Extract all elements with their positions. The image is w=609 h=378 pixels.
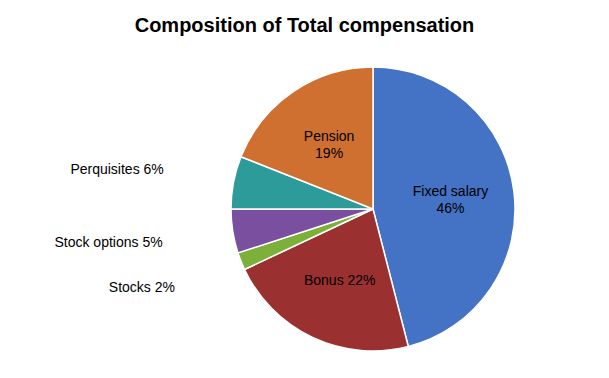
svg-text:Pension19%: Pension19% <box>304 128 355 161</box>
svg-text:Fixed salary46%: Fixed salary46% <box>413 183 488 216</box>
svg-text:Stock options 5%: Stock options 5% <box>54 234 162 250</box>
svg-text:Stocks 2%: Stocks 2% <box>109 279 175 295</box>
svg-text:Perquisites 6%: Perquisites 6% <box>70 161 163 177</box>
svg-text:Bonus 22%: Bonus 22% <box>304 272 376 288</box>
html-text:Composition of Total compensat: Composition of Total compensation <box>134 14 475 36</box>
